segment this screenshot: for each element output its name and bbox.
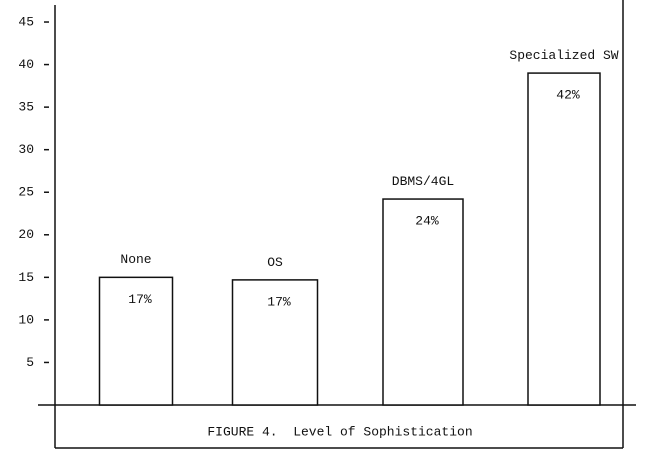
bar (382, 198, 464, 406)
y-tick-label: 30 (18, 142, 34, 157)
y-tick-label: 25 (18, 185, 34, 200)
bar-annotation: 24% (415, 213, 439, 228)
bar (231, 279, 319, 406)
category-label: None (120, 252, 152, 268)
y-tick-label: 10 (18, 312, 34, 327)
bar-annotation: 42% (556, 88, 580, 103)
y-tick-label: 15 (18, 270, 34, 285)
y-tick-label: 45 (18, 14, 34, 29)
y-tick-label: 5 (26, 355, 34, 370)
category-label: OS (267, 254, 283, 270)
y-tick-label: 20 (18, 227, 34, 242)
category-label: DBMS/4GL (391, 174, 455, 190)
y-tick-label: 40 (18, 57, 34, 72)
bar-annotation: 17% (128, 292, 152, 307)
category-label: Specialized SW (509, 48, 619, 64)
chart-title: FIGURE 4. Level of Sophistication (207, 424, 472, 439)
y-tick-label: 35 (18, 100, 34, 115)
bar (98, 276, 174, 406)
bar (527, 72, 601, 406)
bar-annotation: 17% (267, 294, 291, 309)
